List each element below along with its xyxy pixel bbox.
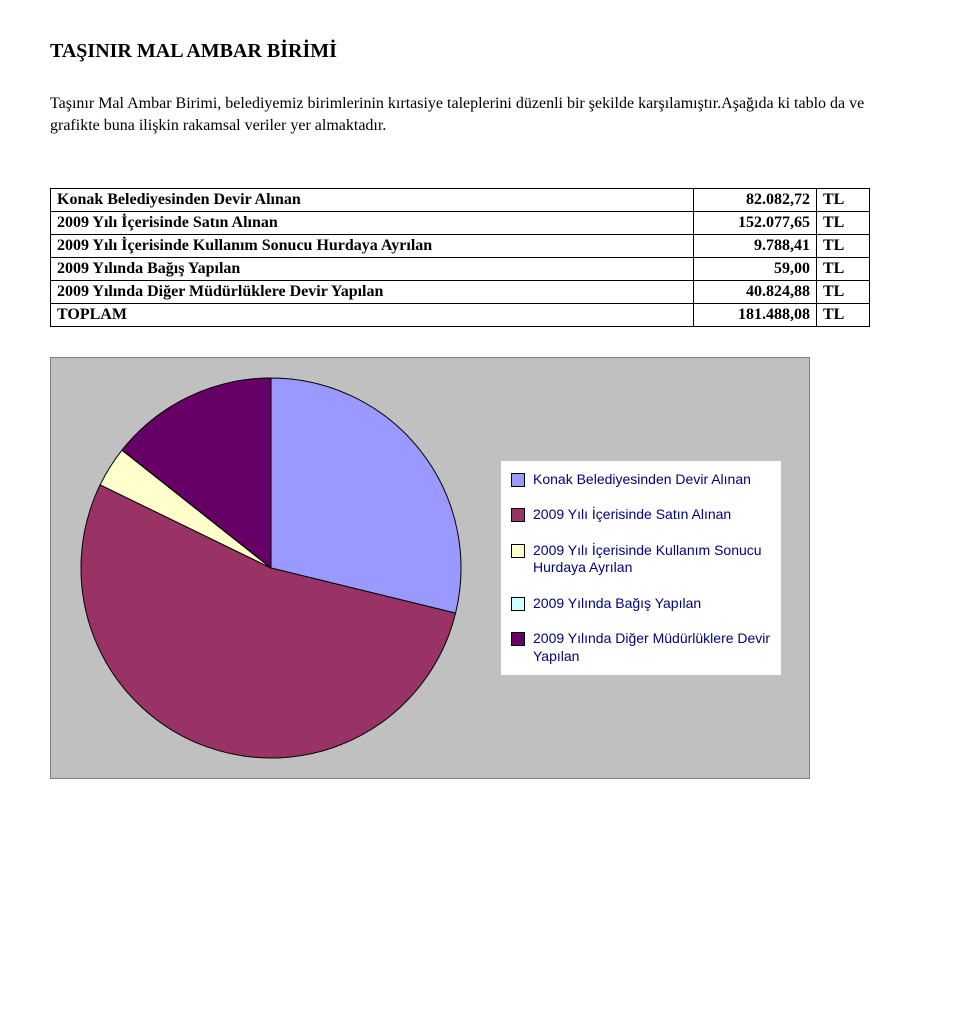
table-cell-unit: TL [817, 280, 870, 303]
table-cell-label: Konak Belediyesinden Devir Alınan [51, 188, 694, 211]
table-cell-unit: TL [817, 211, 870, 234]
legend-label: Konak Belediyesinden Devir Alınan [533, 471, 751, 489]
table-cell-label: TOPLAM [51, 303, 694, 326]
table-cell-unit: TL [817, 234, 870, 257]
table-cell-unit: TL [817, 303, 870, 326]
legend-swatch [511, 632, 525, 646]
table-cell-value: 181.488,08 [694, 303, 817, 326]
table-row: 2009 Yılı İçerisinde Satın Alınan152.077… [51, 211, 870, 234]
legend-label: 2009 Yılı İçerisinde Satın Alınan [533, 506, 731, 524]
legend-item: Konak Belediyesinden Devir Alınan [511, 471, 771, 489]
legend-item: 2009 Yılı İçerisinde Satın Alınan [511, 506, 771, 524]
table-cell-unit: TL [817, 188, 870, 211]
legend-label: 2009 Yılında Bağış Yapılan [533, 595, 701, 613]
page-heading: TAŞINIR MAL AMBAR BİRİMİ [50, 40, 910, 63]
table-cell-label: 2009 Yılı İçerisinde Satın Alınan [51, 211, 694, 234]
legend-swatch [511, 597, 525, 611]
table-cell-label: 2009 Yılı İçerisinde Kullanım Sonucu Hur… [51, 234, 694, 257]
legend-item: 2009 Yılı İçerisinde Kullanım Sonucu Hur… [511, 542, 771, 577]
table-row: 2009 Yılı İçerisinde Kullanım Sonucu Hur… [51, 234, 870, 257]
table-cell-value: 152.077,65 [694, 211, 817, 234]
legend-label: 2009 Yılı İçerisinde Kullanım Sonucu Hur… [533, 542, 771, 577]
legend-item: 2009 Yılında Diğer Müdürlüklere Devir Ya… [511, 630, 771, 665]
table-cell-value: 40.824,88 [694, 280, 817, 303]
table-cell-label: 2009 Yılında Bağış Yapılan [51, 257, 694, 280]
table-row: 2009 Yılında Bağış Yapılan59,00TL [51, 257, 870, 280]
legend-swatch [511, 508, 525, 522]
data-table: Konak Belediyesinden Devir Alınan82.082,… [50, 188, 870, 327]
table-cell-unit: TL [817, 257, 870, 280]
table-row: TOPLAM181.488,08TL [51, 303, 870, 326]
intro-paragraph: Taşınır Mal Ambar Birimi, belediyemiz bi… [50, 93, 910, 138]
table-cell-value: 82.082,72 [694, 188, 817, 211]
table-cell-label: 2009 Yılında Diğer Müdürlüklere Devir Ya… [51, 280, 694, 303]
chart-legend: Konak Belediyesinden Devir Alınan 2009 Yı… [501, 461, 781, 676]
table-cell-value: 9.788,41 [694, 234, 817, 257]
table-row: Konak Belediyesinden Devir Alınan82.082,… [51, 188, 870, 211]
legend-swatch [511, 473, 525, 487]
pie-chart [71, 368, 471, 768]
table-cell-value: 59,00 [694, 257, 817, 280]
pie-chart-container: Konak Belediyesinden Devir Alınan 2009 Yı… [50, 357, 810, 779]
legend-label: 2009 Yılında Diğer Müdürlüklere Devir Ya… [533, 630, 771, 665]
legend-item: 2009 Yılında Bağış Yapılan [511, 595, 771, 613]
legend-swatch [511, 544, 525, 558]
table-row: 2009 Yılında Diğer Müdürlüklere Devir Ya… [51, 280, 870, 303]
